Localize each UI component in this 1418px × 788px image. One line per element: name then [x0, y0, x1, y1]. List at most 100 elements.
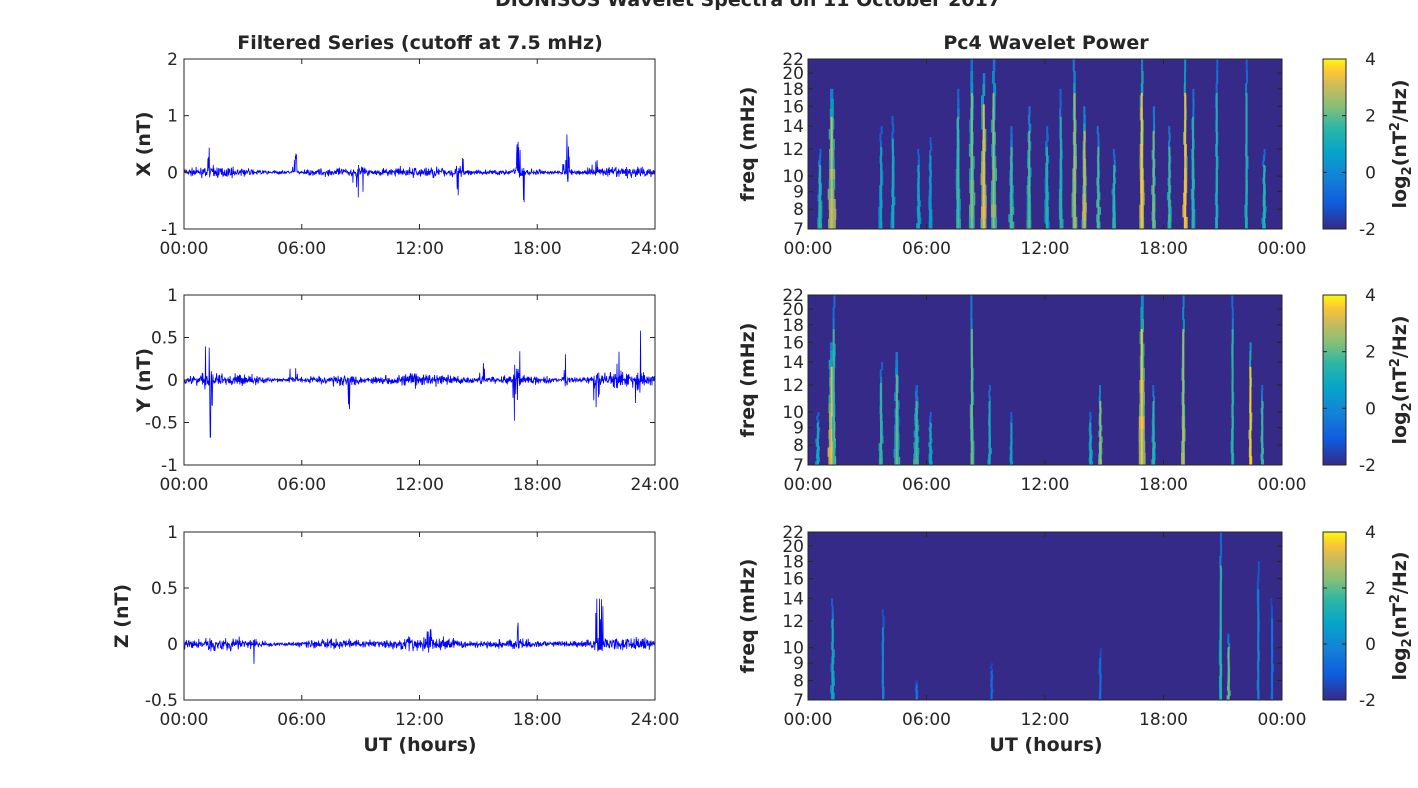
power-streak: [970, 319, 973, 332]
power-streak: [1046, 126, 1049, 135]
y-tick-label: 14: [782, 353, 804, 373]
x-tick-label: 00:00: [1258, 475, 1307, 495]
y-axis-label: freq (mHz): [737, 87, 759, 202]
power-streak: [895, 368, 899, 377]
y-tick-label: 9: [793, 183, 804, 203]
power-streak: [828, 359, 833, 370]
x-tick-label: 12:00: [395, 710, 444, 730]
x-tick-label: 06:00: [902, 239, 951, 259]
power-streak: [1045, 140, 1048, 149]
power-streak-core: [880, 382, 883, 465]
power-streak: [831, 598, 833, 607]
x-tick-label: 06:00: [902, 475, 951, 495]
power-streak: [830, 351, 834, 361]
colorbar-tick-label: 0: [1365, 635, 1376, 655]
power-streak-core: [1152, 130, 1155, 229]
x-tick-label: 00:00: [160, 710, 209, 730]
power-streak-core: [1073, 93, 1076, 229]
power-streak: [988, 390, 991, 397]
colorbar-tick-label: 2: [1365, 343, 1376, 363]
colorbar-tick-label: -2: [1359, 691, 1376, 711]
y-tick-label: -0.5: [145, 414, 178, 434]
figure-suptitle: DIONISOS Wavelet Spectra on 11 October 2…: [495, 0, 1001, 11]
y-tick-label: 9: [793, 419, 804, 439]
x-tick-label: 18:00: [513, 239, 562, 259]
power-streak-core: [957, 116, 960, 229]
y-tick-label: 1: [167, 523, 178, 543]
x-tick-label: 18:00: [1139, 239, 1188, 259]
colorbar: [1322, 58, 1347, 230]
power-streak: [1220, 544, 1223, 557]
power-streak: [833, 343, 836, 357]
power-streak: [982, 84, 986, 96]
colorbar-label: log2(nT2/Hz): [1388, 551, 1415, 680]
power-streak: [815, 438, 819, 443]
power-streak: [1262, 160, 1265, 167]
power-streak-core: [1249, 366, 1252, 465]
power-streak: [1099, 390, 1101, 397]
right-column-title: Pc4 Wavelet Power: [943, 32, 1149, 54]
x-tick-label: 00:00: [1258, 710, 1307, 730]
power-streak: [915, 396, 919, 403]
power-streak: [1141, 59, 1144, 72]
y-tick-label: 14: [782, 117, 804, 137]
power-streak-core: [1263, 165, 1266, 229]
power-streak: [1228, 643, 1231, 649]
power-streak: [915, 385, 918, 392]
power-streak: [1231, 307, 1234, 320]
power-streak: [882, 622, 885, 630]
y-tick-label: 7: [793, 220, 804, 240]
colorbar-label: log2(nT2/Hz): [1388, 315, 1415, 444]
power-streak: [1261, 396, 1263, 403]
power-streak: [930, 143, 933, 151]
power-streak: [881, 609, 884, 617]
power-streak: [929, 415, 932, 421]
power-streak: [1010, 412, 1013, 417]
power-streak: [1231, 319, 1234, 332]
x-tick-label: 18:00: [513, 475, 562, 495]
power-streak-core: [830, 116, 833, 229]
x-tick-label: 00:00: [784, 475, 833, 495]
y-tick-label: 2: [167, 50, 178, 70]
y-tick-label: 7: [793, 691, 804, 711]
power-streak: [914, 390, 918, 397]
colorbar-tick-label: -2: [1359, 220, 1376, 240]
x-tick-label: 18:00: [1139, 710, 1188, 730]
power-streak: [1249, 342, 1252, 352]
y-tick-label: 12: [782, 376, 804, 396]
power-streak-core: [1097, 146, 1100, 229]
power-streak: [957, 108, 960, 120]
power-streak: [1152, 385, 1155, 392]
power-streak: [1073, 83, 1076, 96]
power-streak: [1073, 71, 1076, 84]
power-streak: [915, 681, 918, 684]
power-streak: [1010, 415, 1013, 421]
power-streak: [988, 396, 991, 403]
y-tick-label: 20: [782, 64, 804, 84]
power-streak-core: [1089, 422, 1092, 465]
x-tick-label: 24:00: [631, 239, 680, 259]
plot-area: [184, 59, 655, 229]
colorbar-tick-label: -2: [1359, 456, 1376, 476]
x-tick-label: 24:00: [631, 710, 680, 730]
power-streak: [1153, 123, 1156, 134]
power-streak: [1141, 71, 1144, 84]
power-streak: [1099, 647, 1102, 652]
power-streak: [880, 376, 883, 385]
x-tick-label: 12:00: [395, 239, 444, 259]
left-column-title: Filtered Series (cutoff at 7.5 mHz): [237, 32, 603, 54]
power-streak-core: [1028, 130, 1031, 229]
power-streak: [891, 132, 894, 141]
power-streak: [1245, 83, 1248, 96]
power-streak-core: [1113, 165, 1116, 229]
y-tick-label: 16: [782, 97, 804, 117]
power-streak: [1182, 319, 1185, 332]
y-tick-label: 10: [782, 403, 804, 423]
colorbar-tick-label: 4: [1365, 286, 1376, 306]
power-streak: [1249, 351, 1252, 361]
colorbar-tick-label: 0: [1365, 163, 1376, 183]
power-streak: [1183, 83, 1186, 96]
power-streak: [1083, 115, 1086, 125]
power-streak: [1182, 295, 1185, 308]
power-streak: [1140, 307, 1144, 320]
